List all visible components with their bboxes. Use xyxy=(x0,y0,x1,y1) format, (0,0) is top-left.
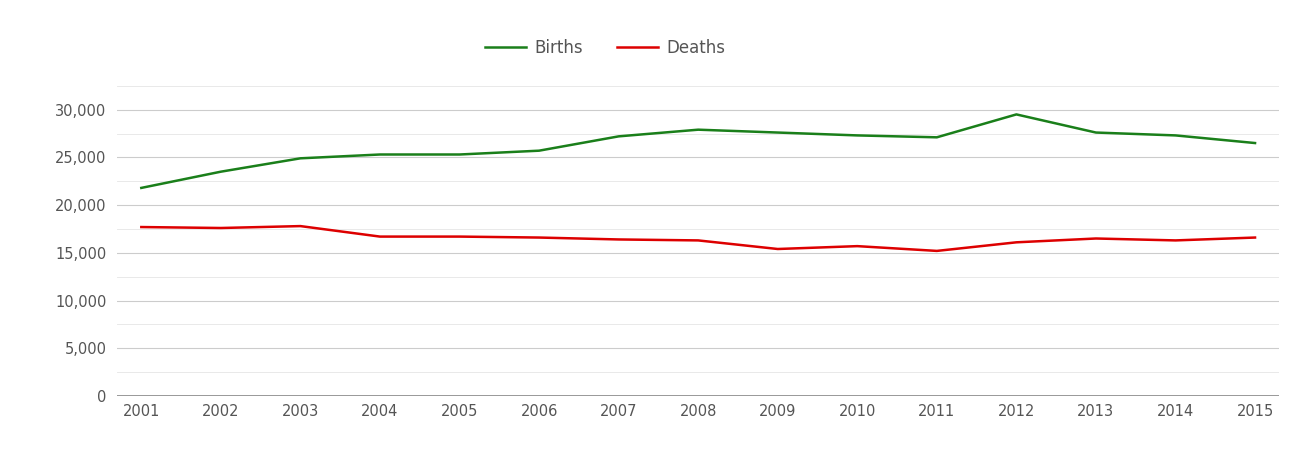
Deaths xyxy=(1088,236,1104,241)
Births xyxy=(1009,112,1024,117)
Births xyxy=(1248,140,1263,146)
Births xyxy=(850,133,865,138)
Deaths xyxy=(531,235,547,240)
Births xyxy=(531,148,547,153)
Deaths xyxy=(1248,235,1263,240)
Births xyxy=(133,185,149,191)
Deaths xyxy=(770,246,786,252)
Deaths xyxy=(929,248,945,254)
Deaths xyxy=(690,238,706,243)
Births xyxy=(690,127,706,132)
Births xyxy=(292,156,308,161)
Deaths xyxy=(372,234,388,239)
Legend: Births, Deaths: Births, Deaths xyxy=(478,33,732,64)
Line: Births: Births xyxy=(141,114,1255,188)
Line: Deaths: Deaths xyxy=(141,226,1255,251)
Deaths xyxy=(213,225,228,231)
Deaths xyxy=(133,225,149,230)
Births xyxy=(929,135,945,140)
Deaths xyxy=(1168,238,1184,243)
Births xyxy=(1168,133,1184,138)
Births xyxy=(1088,130,1104,135)
Births xyxy=(770,130,786,135)
Deaths xyxy=(1009,239,1024,245)
Deaths xyxy=(292,223,308,229)
Deaths xyxy=(850,243,865,249)
Births xyxy=(372,152,388,157)
Births xyxy=(611,134,626,139)
Births xyxy=(213,169,228,175)
Births xyxy=(452,152,467,157)
Deaths xyxy=(452,234,467,239)
Deaths xyxy=(611,237,626,242)
